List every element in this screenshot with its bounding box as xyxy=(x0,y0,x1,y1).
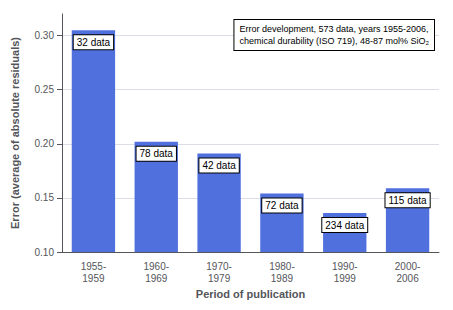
svg-text:1955-: 1955- xyxy=(81,261,107,272)
svg-text:1970-: 1970- xyxy=(206,261,232,272)
svg-text:2006: 2006 xyxy=(396,273,419,284)
svg-text:1979: 1979 xyxy=(208,273,231,284)
svg-text:0.25: 0.25 xyxy=(35,84,55,95)
svg-text:115 data: 115 data xyxy=(388,195,427,206)
svg-text:32 data: 32 data xyxy=(77,37,111,48)
svg-text:1999: 1999 xyxy=(334,273,357,284)
svg-text:0.20: 0.20 xyxy=(35,138,55,149)
svg-text:1959: 1959 xyxy=(82,273,105,284)
svg-text:42 data: 42 data xyxy=(202,160,236,171)
svg-text:1960-: 1960- xyxy=(143,261,169,272)
svg-text:0.30: 0.30 xyxy=(35,30,55,41)
svg-text:0.10: 0.10 xyxy=(35,247,55,258)
svg-text:72 data: 72 data xyxy=(265,200,299,211)
svg-text:chemical durability (ISO 719),: chemical durability (ISO 719), 48-87 mol… xyxy=(239,36,429,46)
svg-text:2000-: 2000- xyxy=(395,261,421,272)
svg-text:1990-: 1990- xyxy=(332,261,358,272)
svg-text:Error development, 573 data, y: Error development, 573 data, years 1955-… xyxy=(239,24,428,34)
svg-text:Period of publication: Period of publication xyxy=(196,288,306,300)
svg-text:1989: 1989 xyxy=(271,273,294,284)
svg-text:0.15: 0.15 xyxy=(35,192,55,203)
svg-text:1980-: 1980- xyxy=(269,261,295,272)
svg-text:Error (average of absolute res: Error (average of absolute residuals) xyxy=(9,37,21,229)
svg-text:234 data: 234 data xyxy=(325,220,364,231)
svg-text:1969: 1969 xyxy=(145,273,168,284)
svg-text:78 data: 78 data xyxy=(140,148,174,159)
